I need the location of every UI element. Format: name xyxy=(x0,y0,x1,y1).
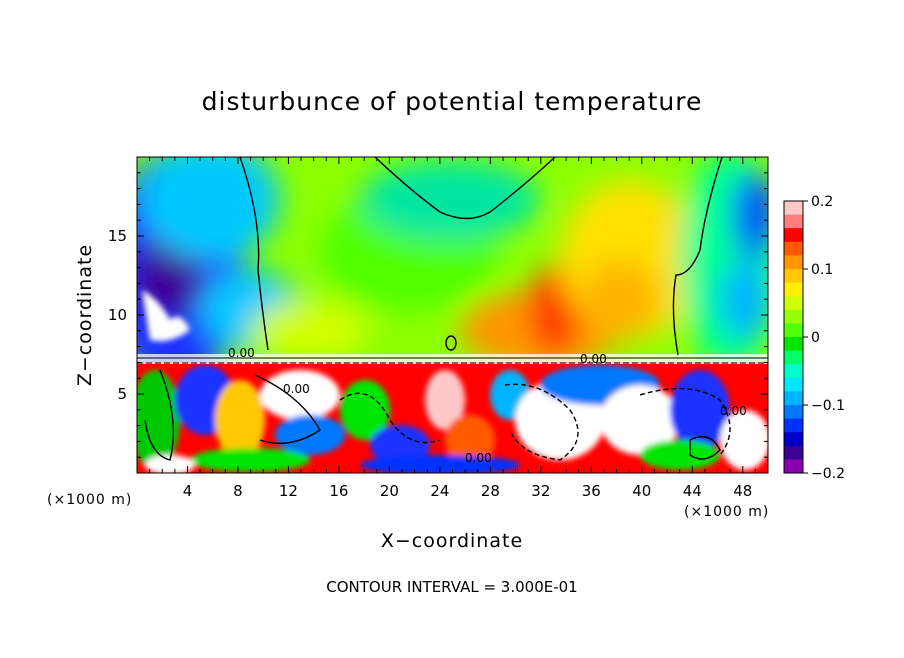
colorbar-swatch xyxy=(784,269,803,284)
contour-label: 0.00 xyxy=(283,382,310,396)
contour-label: 0.00 xyxy=(465,451,492,465)
x-unit-label-left: (×1000 m) xyxy=(47,492,132,508)
colorbar-swatch xyxy=(784,214,803,229)
colorbar-tick-label: 0 xyxy=(811,330,820,346)
colorbar-swatch xyxy=(784,459,803,474)
contour-lines xyxy=(137,157,768,461)
colorbar-swatch xyxy=(784,323,803,338)
colorbar-swatch xyxy=(784,201,803,216)
x-tick-label: 16 xyxy=(329,482,348,500)
chart-title: disturbunce of potential temperature xyxy=(202,87,703,116)
x-tick-label: 44 xyxy=(683,482,702,500)
colorbar-swatch xyxy=(784,296,803,311)
colorbar-swatch xyxy=(784,282,803,297)
x-tick-label: 48 xyxy=(733,482,752,500)
x-tick-label: 40 xyxy=(632,482,651,500)
x-unit-label-right: (×1000 m) xyxy=(684,504,769,520)
colorbar-swatch xyxy=(784,337,803,352)
y-tick-label: 5 xyxy=(117,385,127,403)
contour-label: 0.00 xyxy=(228,346,255,360)
contour-label: 0.00 xyxy=(580,352,607,366)
heatmap-field xyxy=(137,157,768,473)
x-tick-label: 32 xyxy=(531,482,550,500)
colorbar: 0.2 0.1 0 −0.1 −0.2 xyxy=(783,194,845,482)
x-tick-label: 20 xyxy=(380,482,399,500)
x-tick-label: 24 xyxy=(430,482,449,500)
colorbar-swatch xyxy=(784,405,803,420)
y-axis-label: Z−coordinate xyxy=(74,244,96,386)
colorbar-tick-label: −0.2 xyxy=(811,466,845,482)
colorbar-tick-label: 0.2 xyxy=(811,194,833,210)
colorbar-swatch xyxy=(784,228,803,243)
x-tick-label: 12 xyxy=(279,482,298,500)
x-tick-label: 4 xyxy=(183,482,193,500)
x-axis-label: X−coordinate xyxy=(381,530,523,552)
colorbar-swatch xyxy=(784,391,803,406)
colorbar-swatch xyxy=(784,241,803,256)
colorbar-swatch xyxy=(784,377,803,392)
y-tick-label: 10 xyxy=(108,306,127,324)
colorbar-swatch xyxy=(784,445,803,460)
contour-labels: 0.00 0.00 0.00 0.00 0.00 xyxy=(228,346,747,465)
colorbar-swatch xyxy=(784,364,803,379)
colorbar-swatch xyxy=(784,255,803,270)
x-tick-label: 36 xyxy=(582,482,601,500)
colorbar-swatch xyxy=(784,350,803,365)
colorbar-swatch xyxy=(784,418,803,433)
colorbar-tick-label: 0.1 xyxy=(811,262,833,278)
y-tick-label: 15 xyxy=(108,227,127,245)
x-tick-label: 8 xyxy=(233,482,243,500)
x-tick-label: 28 xyxy=(481,482,500,500)
contour-interval-note: CONTOUR INTERVAL = 3.000E-01 xyxy=(326,578,577,596)
contour-label: 0.00 xyxy=(720,404,747,418)
colorbar-swatch xyxy=(784,432,803,447)
colorbar-tick-label: −0.1 xyxy=(811,398,845,414)
colorbar-swatch xyxy=(784,309,803,324)
